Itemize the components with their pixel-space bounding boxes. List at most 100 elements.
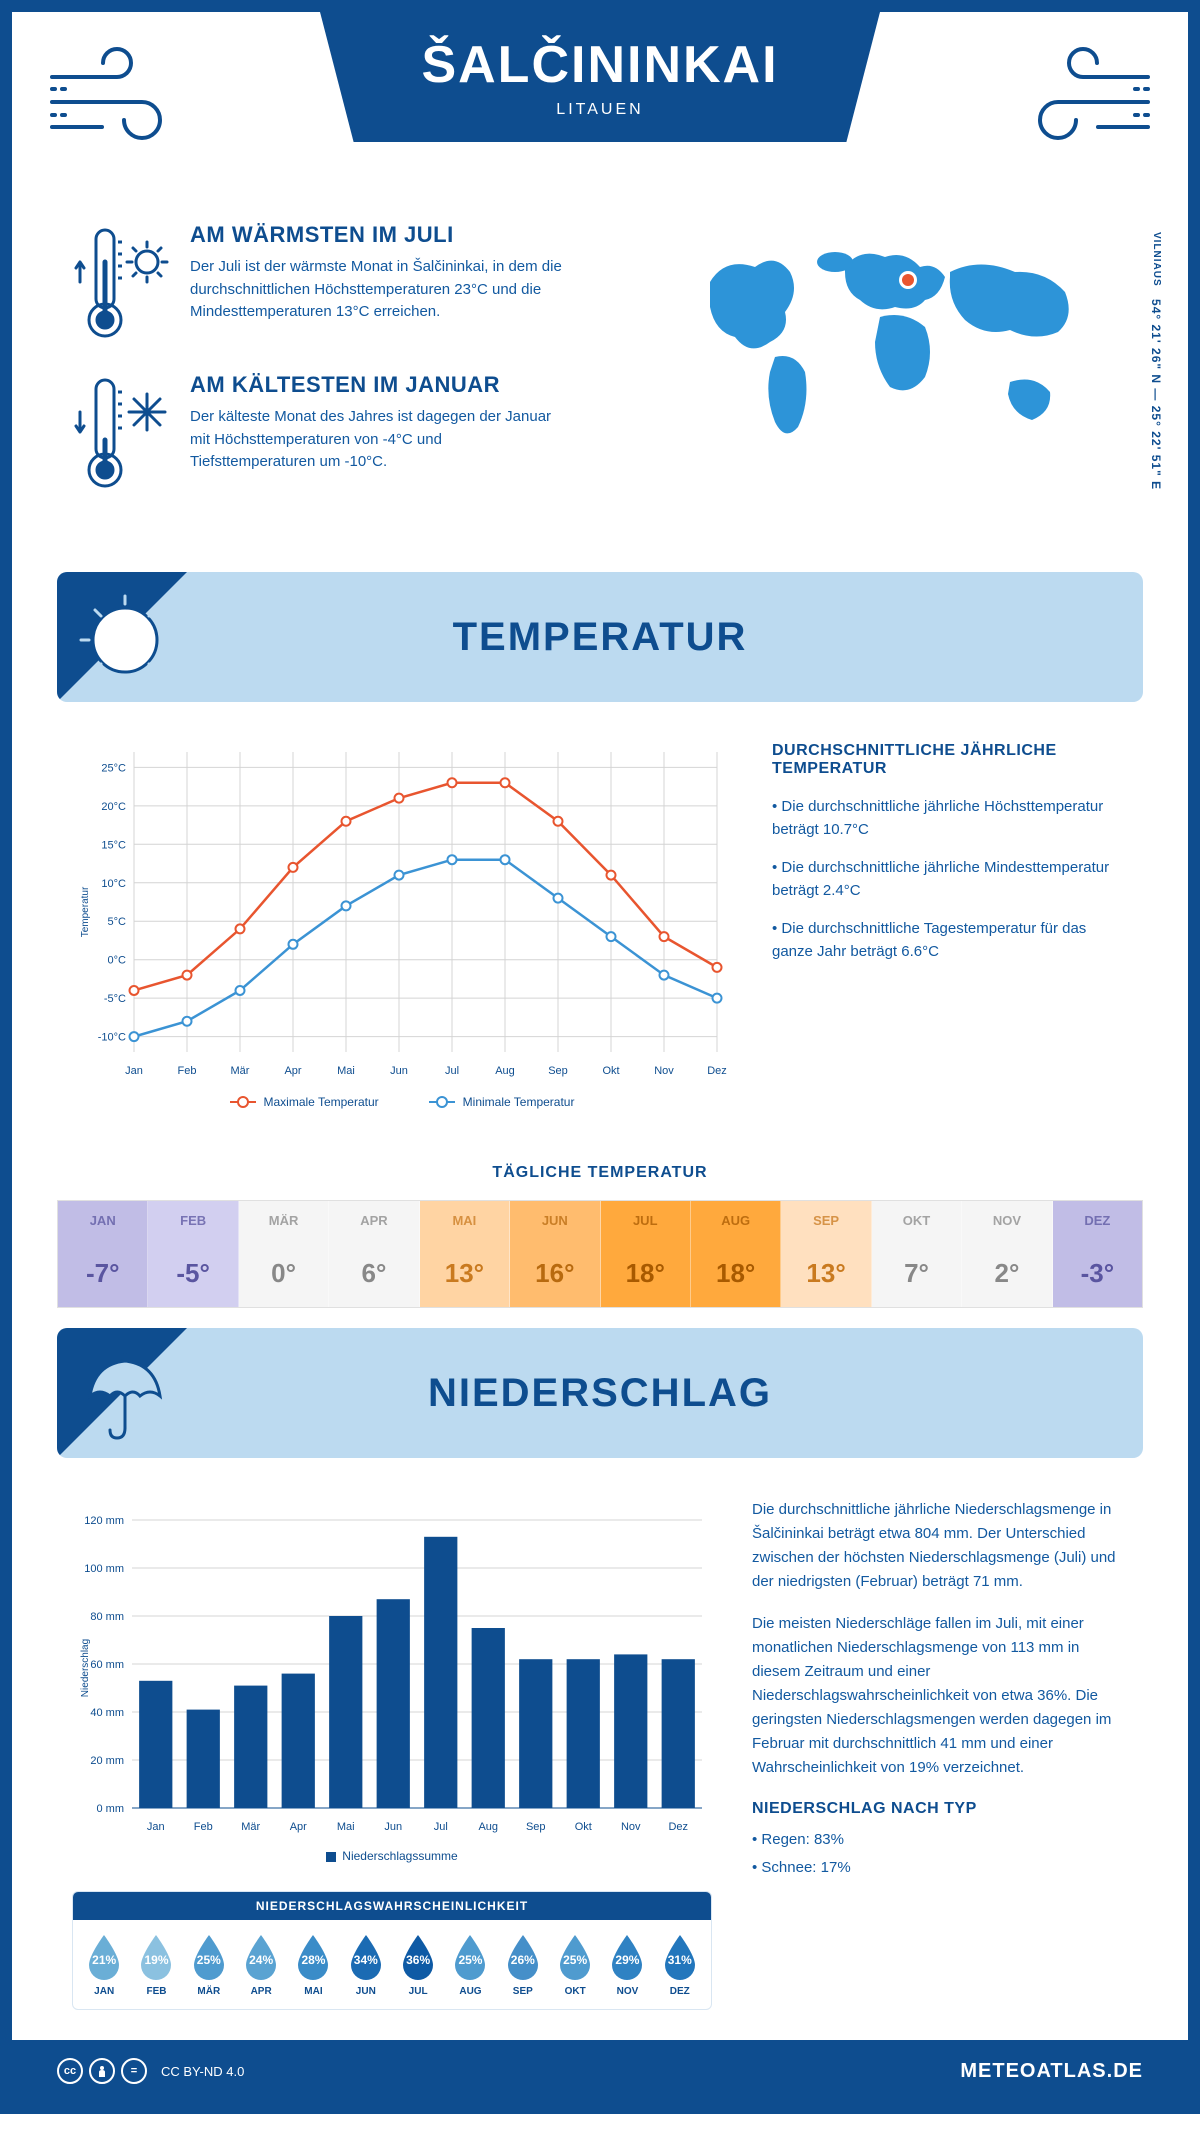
svg-text:20°C: 20°C (101, 801, 126, 813)
daily-cell: SEP13° (781, 1201, 871, 1307)
prob-cell: 28%MAI (288, 1932, 338, 1997)
precipitation-section: 0 mm20 mm40 mm60 mm80 mm100 mm120 mmNied… (12, 1488, 1188, 2040)
temperature-chart: -10°C-5°C0°C5°C10°C15°C20°C25°CJanFebMär… (72, 742, 732, 1109)
coldest-fact: AM KÄLTESTEN IM JANUAR Der kälteste Mona… (72, 372, 653, 492)
wind-icon (1008, 47, 1158, 157)
daily-cell: JUN16° (510, 1201, 600, 1307)
svg-text:Nov: Nov (654, 1065, 674, 1077)
svg-text:0°C: 0°C (108, 955, 127, 967)
svg-text:Dez: Dez (668, 1821, 688, 1833)
daily-cell: JUL18° (601, 1201, 691, 1307)
prob-cell: 31%DEZ (655, 1932, 705, 1997)
svg-text:Sep: Sep (526, 1821, 546, 1833)
umbrella-icon (75, 1346, 175, 1446)
svg-text:Feb: Feb (194, 1821, 213, 1833)
svg-text:Mär: Mär (231, 1065, 250, 1077)
daily-cell: NOV2° (962, 1201, 1052, 1307)
world-map-icon (680, 222, 1100, 462)
temp-legend: Maximale Temperatur Minimale Temperatur (72, 1095, 732, 1109)
temperature-section: -10°C-5°C0°C5°C10°C15°C20°C25°CJanFebMär… (12, 732, 1188, 1139)
svg-text:-5°C: -5°C (104, 993, 126, 1005)
prob-cell: 36%JUL (393, 1932, 443, 1997)
cc-icon: cc (57, 2058, 83, 2084)
daily-temp-title: TÄGLICHE TEMPERATUR (12, 1164, 1188, 1182)
svg-text:Jan: Jan (125, 1065, 143, 1077)
prob-cell: 25%AUG (445, 1932, 495, 1997)
coldest-text: Der kälteste Monat des Jahres ist dagege… (190, 406, 570, 474)
cc-icons: cc = (57, 2058, 147, 2084)
svg-text:Jun: Jun (390, 1065, 408, 1077)
daily-cell: MAI13° (420, 1201, 510, 1307)
precipitation-chart: 0 mm20 mm40 mm60 mm80 mm100 mm120 mmNied… (72, 1498, 712, 1838)
svg-text:Sep: Sep (548, 1065, 568, 1077)
site-name: METEOATLAS.DE (960, 2060, 1143, 2083)
svg-text:Nov: Nov (621, 1821, 641, 1833)
precipitation-summary: Die durchschnittliche jährliche Niedersc… (712, 1498, 1128, 2010)
prob-cell: 25%OKT (550, 1932, 600, 1997)
svg-text:120 mm: 120 mm (84, 1515, 124, 1527)
coldest-title: AM KÄLTESTEN IM JANUAR (190, 372, 570, 398)
prob-cell: 26%SEP (498, 1932, 548, 1997)
daily-cell: OKT7° (872, 1201, 962, 1307)
intro-section: AM WÄRMSTEN IM JULI Der Juli ist der wär… (12, 202, 1188, 552)
warmest-text: Der Juli ist der wärmste Monat in Šalčin… (190, 256, 570, 324)
svg-text:10°C: 10°C (101, 878, 126, 890)
header: ŠALČININKAI LITAUEN (12, 12, 1188, 202)
svg-text:5°C: 5°C (108, 916, 127, 928)
daily-temp-table: JAN-7°FEB-5°MÄR0°APR6°MAI13°JUN16°JUL18°… (57, 1200, 1143, 1308)
daily-cell: DEZ-3° (1053, 1201, 1142, 1307)
daily-cell: JAN-7° (58, 1201, 148, 1307)
svg-text:Mai: Mai (337, 1821, 355, 1833)
prob-cell: 24%APR (236, 1932, 286, 1997)
svg-text:Jun: Jun (384, 1821, 402, 1833)
svg-text:15°C: 15°C (101, 839, 126, 851)
svg-text:Apr: Apr (290, 1821, 307, 1833)
svg-text:-10°C: -10°C (98, 1032, 126, 1044)
svg-text:Okt: Okt (575, 1821, 592, 1833)
nd-icon: = (121, 2058, 147, 2084)
svg-text:Jan: Jan (147, 1821, 165, 1833)
svg-text:Dez: Dez (707, 1065, 727, 1077)
daily-cell: APR6° (329, 1201, 419, 1307)
infographic-page: ŠALČININKAI LITAUEN (0, 0, 1200, 2114)
daily-cell: FEB-5° (148, 1201, 238, 1307)
daily-cell: MÄR0° (239, 1201, 329, 1307)
country-subtitle: LITAUEN (556, 101, 643, 119)
precipitation-banner: NIEDERSCHLAG (57, 1328, 1143, 1458)
temperature-banner: TEMPERATUR (57, 572, 1143, 702)
svg-text:Okt: Okt (602, 1065, 619, 1077)
warmest-title: AM WÄRMSTEN IM JULI (190, 222, 570, 248)
svg-text:Aug: Aug (478, 1821, 498, 1833)
footer: cc = CC BY-ND 4.0 METEOATLAS.DE (12, 2040, 1188, 2102)
svg-text:Mär: Mär (241, 1821, 260, 1833)
svg-text:100 mm: 100 mm (84, 1563, 124, 1575)
svg-text:80 mm: 80 mm (90, 1611, 124, 1623)
license-text: CC BY-ND 4.0 (161, 2064, 244, 2079)
sun-icon (75, 590, 175, 690)
probability-box: NIEDERSCHLAGSWAHRSCHEINLICHKEIT 21%JAN19… (72, 1891, 712, 2010)
svg-text:Jul: Jul (445, 1065, 459, 1077)
section-title: TEMPERATUR (453, 615, 748, 660)
wind-icon (42, 47, 192, 157)
city-title: ŠALČININKAI (421, 35, 778, 95)
prob-cell: 25%MÄR (184, 1932, 234, 1997)
prob-cell: 34%JUN (341, 1932, 391, 1997)
thermometer-snow-icon (72, 372, 172, 492)
section-title: NIEDERSCHLAG (428, 1371, 772, 1416)
precip-legend: Niederschlagssumme (72, 1849, 712, 1863)
daily-cell: AUG18° (691, 1201, 781, 1307)
by-icon (89, 2058, 115, 2084)
title-banner: ŠALČININKAI LITAUEN (320, 12, 880, 142)
svg-text:Mai: Mai (337, 1065, 355, 1077)
svg-text:Jul: Jul (434, 1821, 448, 1833)
warmest-fact: AM WÄRMSTEN IM JULI Der Juli ist der wär… (72, 222, 653, 342)
temperature-summary: DURCHSCHNITTLICHE JÄHRLICHE TEMPERATUR •… (732, 742, 1128, 1109)
svg-text:20 mm: 20 mm (90, 1755, 124, 1767)
thermometer-sun-icon (72, 222, 172, 342)
svg-text:Apr: Apr (284, 1065, 301, 1077)
svg-text:25°C: 25°C (101, 762, 126, 774)
svg-text:60 mm: 60 mm (90, 1659, 124, 1671)
prob-cell: 21%JAN (79, 1932, 129, 1997)
svg-text:Temperatur: Temperatur (80, 886, 91, 937)
prob-cell: 19%FEB (131, 1932, 181, 1997)
